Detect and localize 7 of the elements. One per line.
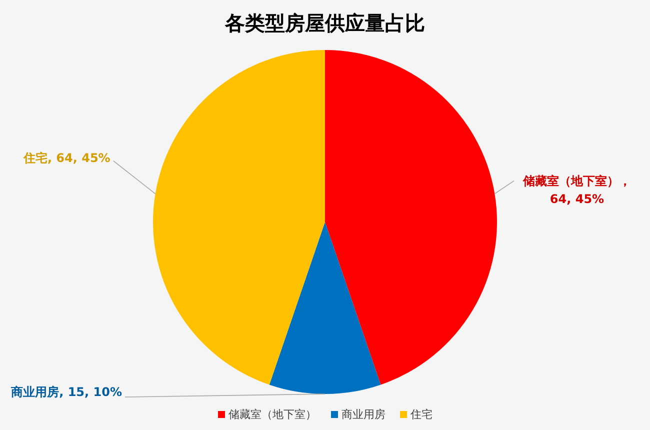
chart-title: 各类型房屋供应量占比 bbox=[224, 11, 425, 35]
data-label: 商业用房, 15, 10% bbox=[11, 384, 122, 401]
legend-label: 住宅 bbox=[410, 407, 432, 422]
data-label: 储藏室（地下室），64, 45% bbox=[522, 172, 632, 208]
legend-label: 储藏室（地下室） bbox=[228, 407, 316, 422]
legend-label: 商业用房 bbox=[342, 407, 386, 422]
data-label: 住宅, 64, 45% bbox=[23, 150, 110, 167]
